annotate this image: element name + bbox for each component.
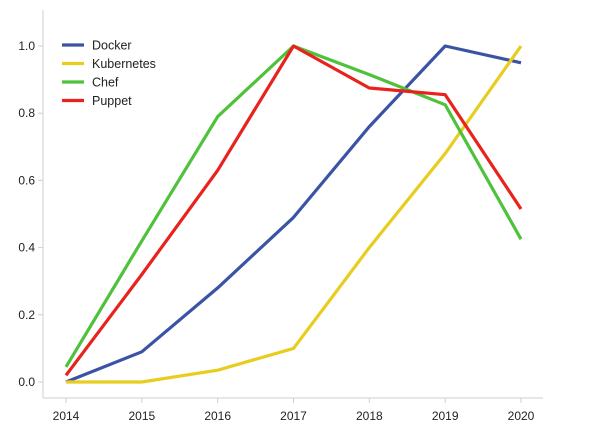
legend-label-kubernetes: Kubernetes: [92, 57, 156, 71]
legend-label-chef: Chef: [92, 76, 119, 90]
y-tick-label: 0.0: [18, 375, 35, 389]
y-tick-label: 0.2: [18, 308, 35, 322]
axes: 0.0 0.2 0.4 0.6 0.8 1.0 2014 2015 2016 2017 2018 20…: [18, 10, 543, 423]
x-tick-label: 2017: [280, 409, 307, 423]
y-tick-label: 0.8: [18, 106, 35, 120]
y-tick-label: 0.6: [18, 173, 35, 187]
legend-label-docker: Docker: [92, 39, 132, 53]
x-tick-label: 2014: [53, 409, 80, 423]
y-tick-label: 0.4: [18, 241, 35, 255]
x-tick-label: 2015: [128, 409, 155, 423]
series-line-chef: [64, 44, 523, 368]
series-line-docker: [65, 44, 522, 384]
x-tick-label: 2018: [356, 409, 383, 423]
legend: Docker Kubernetes Chef Puppet: [62, 39, 156, 108]
series-lines: [64, 44, 523, 384]
x-tick-label: 2020: [508, 409, 535, 423]
y-tick-label: 1.0: [18, 39, 35, 53]
series-line-kubernetes: [66, 45, 523, 384]
series-line-puppet: [64, 44, 523, 377]
x-tick-label: 2016: [204, 409, 231, 423]
legend-label-puppet: Puppet: [92, 94, 132, 108]
x-tick-label: 2019: [432, 409, 459, 423]
